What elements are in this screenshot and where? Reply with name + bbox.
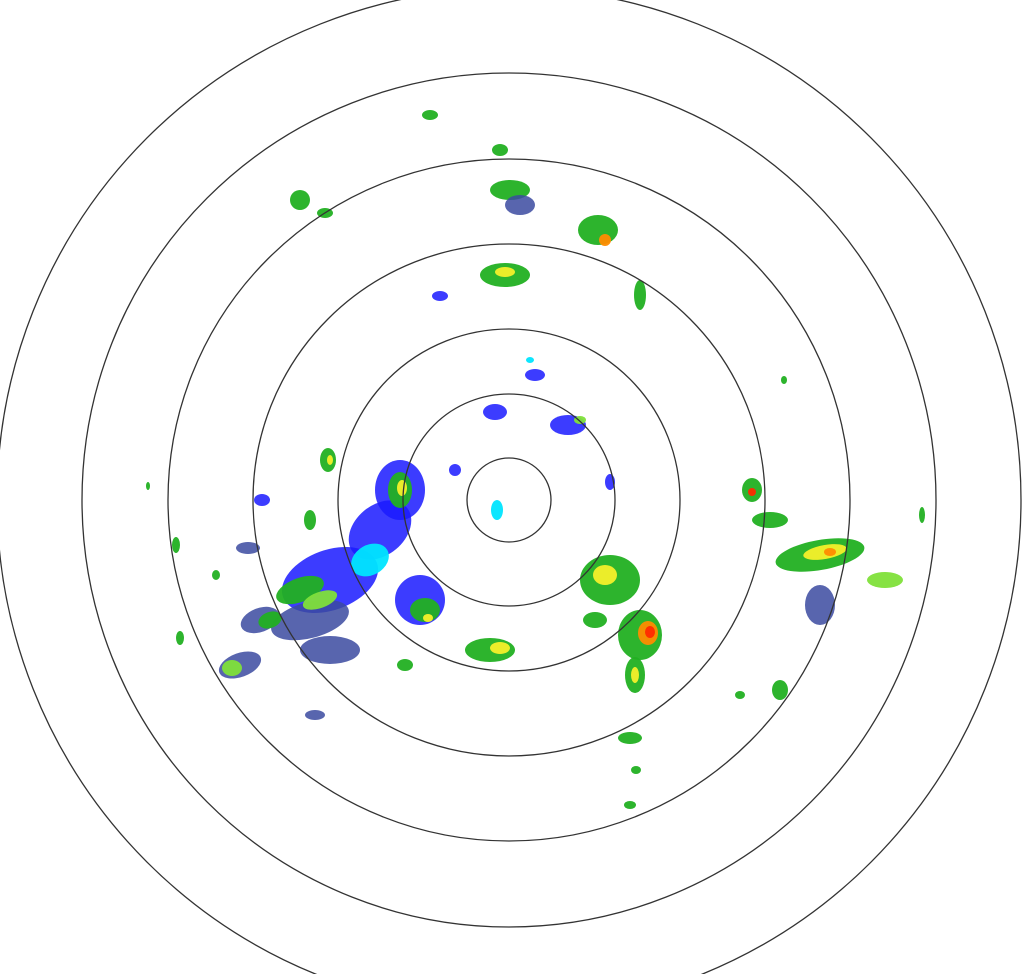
range-ring [252, 243, 766, 757]
range-ring [167, 158, 851, 842]
echo-light_cyan [491, 500, 503, 520]
range-ring [402, 393, 616, 607]
echo-yellow [423, 614, 433, 622]
echo-green [492, 144, 508, 156]
echo-green [172, 537, 180, 553]
echo-green [410, 598, 440, 622]
echo-orange [599, 234, 611, 246]
echo-slate [236, 542, 260, 554]
range-ring [337, 328, 681, 672]
echo-slate [271, 599, 349, 641]
range-ring [81, 72, 937, 928]
echo-green [634, 280, 646, 310]
echo-blue [483, 404, 507, 420]
echo-blue [449, 464, 461, 476]
echo-slate [805, 585, 835, 625]
echo-light_green [302, 590, 338, 610]
echo-yellow [327, 455, 333, 465]
echo-slate [505, 195, 535, 215]
echo-green [258, 611, 282, 629]
echo-yellow [397, 480, 407, 496]
echo-red [748, 488, 756, 496]
echo-green [304, 510, 316, 530]
echo-light_cyan [351, 543, 389, 577]
echo-light_cyan [526, 357, 534, 363]
echo-red [645, 626, 655, 638]
echo-light_green [867, 572, 903, 588]
echo-green [631, 766, 641, 774]
echo-green [146, 482, 150, 490]
echo-green [212, 570, 220, 580]
echo-green [781, 376, 787, 384]
echo-blue [254, 494, 270, 506]
echo-yellow [490, 642, 510, 654]
echo-green [578, 215, 618, 245]
echo-green [752, 512, 788, 528]
echo-green [618, 732, 642, 744]
echo-green [397, 659, 413, 671]
echo-slate [305, 710, 325, 720]
echo-light_green [222, 660, 242, 676]
echo-yellow [593, 565, 617, 585]
echo-green [422, 110, 438, 120]
echo-orange [824, 548, 836, 556]
echo-green [290, 190, 310, 210]
echo-green [583, 612, 607, 628]
echo-green [735, 691, 745, 699]
echo-green [624, 801, 636, 809]
echo-green [919, 507, 925, 523]
echo-slate [300, 636, 360, 664]
echo-blue [525, 369, 545, 381]
echo-yellow [631, 667, 639, 683]
echo-yellow [495, 267, 515, 277]
precipitation-echoes [146, 110, 925, 809]
echo-blue [432, 291, 448, 301]
range-ring [466, 457, 552, 543]
echo-green [176, 631, 184, 645]
echo-green [772, 680, 788, 700]
